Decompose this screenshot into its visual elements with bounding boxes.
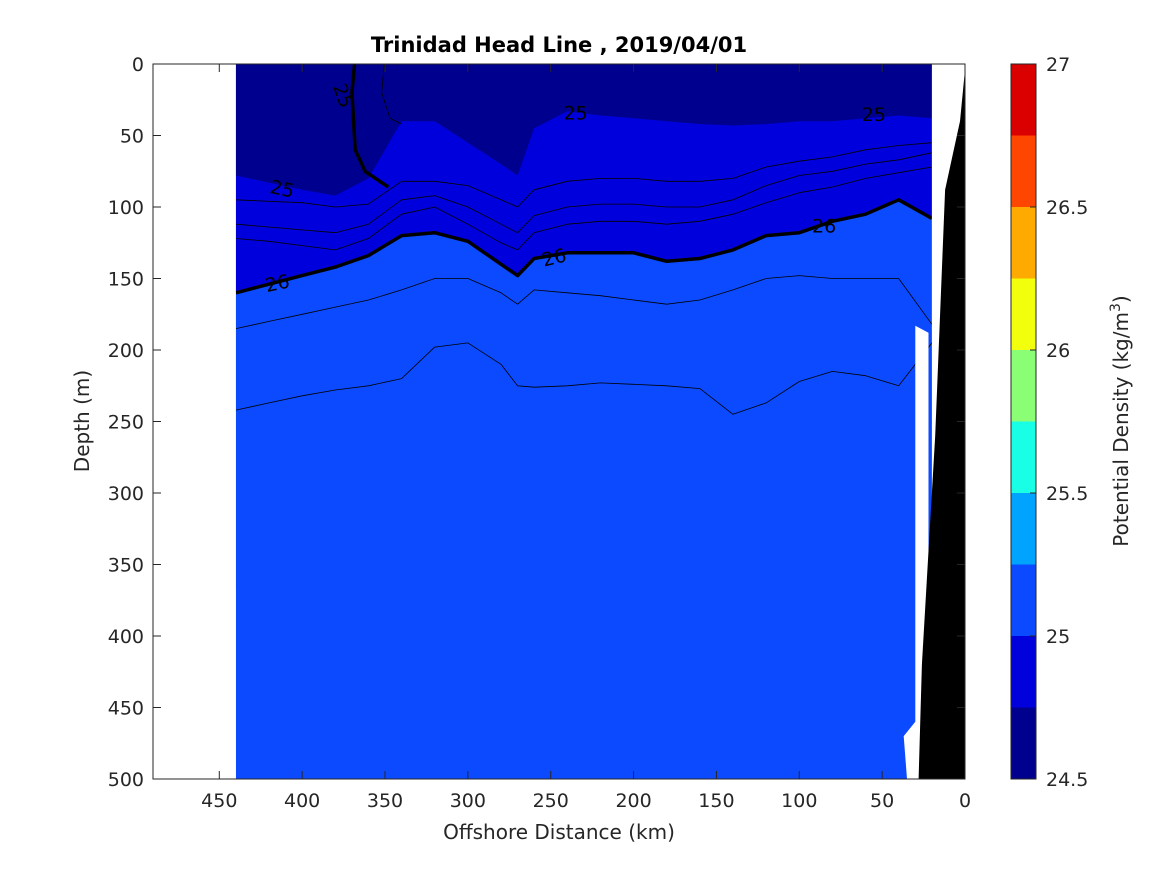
colorbar-segment (1011, 207, 1036, 279)
colorbar-frame (1010, 63, 1037, 780)
y-tick-label: 400 (108, 626, 144, 648)
y-tick-label: 150 (108, 269, 144, 291)
colorbar-tick-label: 27 (1046, 54, 1070, 76)
x-tick-label: 250 (533, 790, 569, 812)
x-axis-ticks: 450 400 350 300 250 200 150 100 50 0 (201, 64, 971, 812)
y-tick-label: 350 (108, 555, 144, 577)
colorbar-segment (1011, 493, 1036, 565)
y-axis-ticks: 0 50 100 150 200 250 300 350 400 450 500 (108, 54, 965, 791)
x-tick-label: 100 (781, 790, 817, 812)
colorbar-segment (1011, 278, 1036, 350)
isoline-26 (235, 198, 933, 295)
x-tick-label: 350 (367, 790, 403, 812)
y-tick-label: 250 (108, 412, 144, 434)
contour-label: 25 (268, 176, 296, 203)
y-tick-label: 500 (108, 769, 144, 791)
colorbar-tick-label: 26 (1046, 340, 1070, 362)
contour-label: 26 (263, 270, 291, 297)
x-axis-label: Offshore Distance (km) (443, 820, 675, 844)
colorbar-tick-label: 24.5 (1046, 769, 1088, 791)
chart-title: Trinidad Head Line , 2019/04/01 (371, 33, 747, 57)
y-tick-label: 300 (108, 483, 144, 505)
offshore-no-data (153, 64, 236, 779)
colorbar-tick-label: 25.5 (1046, 483, 1088, 505)
colorbar-segment (1011, 636, 1036, 708)
x-tick-label: 450 (201, 790, 237, 812)
contour-label: 25 (563, 103, 587, 125)
colorbar-segment (1011, 64, 1036, 136)
isoline-25.5 (235, 152, 932, 234)
colorbar-segment (1011, 421, 1036, 493)
x-tick-label: 400 (284, 790, 320, 812)
density-band-25 (235, 64, 932, 196)
bathymetry (918, 69, 965, 779)
isoline-25.75 (235, 166, 932, 251)
density-band-24.5 (789, 64, 929, 100)
isoline-26.25 (235, 275, 933, 329)
density-isolines (235, 64, 933, 415)
y-tick-label: 450 (108, 698, 144, 720)
data-extent-mask (153, 64, 965, 779)
y-axis-label: Depth (m) (70, 370, 94, 472)
x-tick-label: 50 (870, 790, 894, 812)
contour-label: 25 (862, 104, 886, 126)
colorbar-segment (1011, 707, 1036, 779)
x-tick-label: 200 (615, 790, 651, 812)
y-tick-label: 100 (108, 197, 144, 219)
x-tick-label: 300 (450, 790, 486, 812)
isoline-25-west (350, 64, 390, 189)
colorbar: 24.5 25 25.5 26 26.5 27 (1010, 54, 1088, 791)
y-tick-label: 0 (132, 54, 144, 76)
x-tick-label: 0 (959, 790, 971, 812)
colorbar-tick-label: 25 (1046, 626, 1070, 648)
colorbar-segment (1011, 564, 1036, 636)
colorbar-segment (1011, 350, 1036, 422)
colorbar-tick-label: 26.5 (1046, 197, 1088, 219)
density-band-27 (235, 64, 932, 779)
x-tick-label: 150 (698, 790, 734, 812)
density-bands (235, 64, 932, 779)
isoline-24.75-west (381, 64, 402, 125)
isoline-25.25 (235, 142, 932, 208)
contour-label: 26 (812, 216, 836, 238)
y-tick-label: 200 (108, 340, 144, 362)
y-tick-label: 50 (120, 126, 144, 148)
colorbar-label: Potential Density (kg/m3) (1108, 295, 1133, 546)
isoline-26.5 (235, 342, 933, 415)
colorbar-segment (1011, 135, 1036, 207)
